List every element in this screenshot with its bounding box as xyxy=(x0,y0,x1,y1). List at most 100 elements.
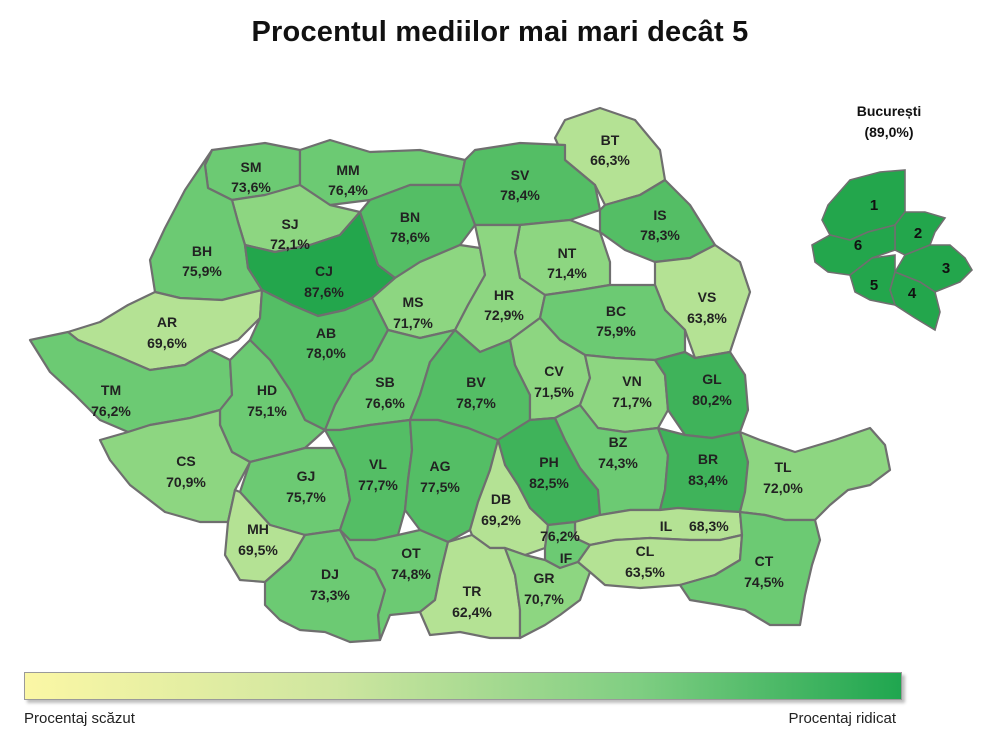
county-label: VN xyxy=(622,373,641,389)
sector-5[interactable] xyxy=(849,254,897,307)
county-label: GL xyxy=(702,371,722,387)
county-label: HD xyxy=(257,382,277,398)
county-label: VS xyxy=(698,289,717,305)
county-label: CT xyxy=(755,553,774,569)
sector-label: 2 xyxy=(914,225,922,242)
county-label: SV xyxy=(511,167,530,183)
county-value: 71,7% xyxy=(612,394,652,410)
county-label: IS xyxy=(653,207,666,223)
county-label: HR xyxy=(494,287,514,303)
county-label: IF xyxy=(560,550,573,566)
legend-low-label: Procentaj scăzut xyxy=(24,710,135,727)
county-value: 78,6% xyxy=(390,229,430,245)
sector-label: 5 xyxy=(870,277,878,294)
county-value: 74,8% xyxy=(391,566,431,582)
county-value: 82,5% xyxy=(529,475,569,491)
county-value: 70,9% xyxy=(166,474,206,490)
sector-label: 3 xyxy=(942,260,950,277)
county-value: 72,9% xyxy=(484,307,524,323)
county-label: CL xyxy=(636,543,655,559)
map-title: Procentul mediilor mai mari decât 5 xyxy=(251,16,749,48)
county-value: 71,4% xyxy=(547,265,587,281)
county-value: 74,5% xyxy=(744,574,784,590)
county-value: 73,6% xyxy=(231,179,271,195)
legend-high-label: Procentaj ridicat xyxy=(788,710,896,727)
county-value: 77,5% xyxy=(420,479,460,495)
county-label: PH xyxy=(539,454,558,470)
county-value: 69,6% xyxy=(147,335,187,351)
county-label: BR xyxy=(698,451,718,467)
county-label: SM xyxy=(241,159,262,175)
county-value: 63,8% xyxy=(687,310,727,326)
county-label: AB xyxy=(316,325,336,341)
county-label: AG xyxy=(430,458,451,474)
county-label: MS xyxy=(403,294,424,310)
county-CT[interactable] xyxy=(678,510,822,627)
bucuresti-value: (89,0%) xyxy=(864,124,913,140)
county-value: 63,5% xyxy=(625,564,665,580)
sector-6[interactable] xyxy=(811,223,896,276)
county-BR[interactable] xyxy=(656,426,750,514)
county-label: MM xyxy=(336,162,359,178)
county-value: 72,1% xyxy=(270,236,310,252)
county-value: 75,9% xyxy=(596,323,636,339)
county-label: TM xyxy=(101,382,121,398)
bucuresti-name: București xyxy=(857,103,922,119)
county-value: 83,4% xyxy=(688,472,728,488)
county-label: BZ xyxy=(609,434,628,450)
county-label: SJ xyxy=(281,216,298,232)
county-value: 68,3% xyxy=(689,518,729,534)
county-value: 78,0% xyxy=(306,345,346,361)
county-value: 73,3% xyxy=(310,587,350,603)
sector-label: 1 xyxy=(870,197,878,214)
county-label: CV xyxy=(544,363,564,379)
county-value: 69,2% xyxy=(481,512,521,528)
county-label: CJ xyxy=(315,263,333,279)
county-GR[interactable] xyxy=(503,546,592,640)
county-label: BC xyxy=(606,303,626,319)
county-label: AR xyxy=(157,314,177,330)
county-DJ[interactable] xyxy=(263,528,387,644)
county-value: 70,7% xyxy=(524,591,564,607)
county-value: 62,4% xyxy=(452,604,492,620)
county-value: 71,5% xyxy=(534,384,574,400)
county-value: 76,6% xyxy=(365,395,405,411)
county-label: DB xyxy=(491,491,511,507)
county-label: GR xyxy=(534,570,555,586)
county-label: BT xyxy=(601,132,620,148)
sector-label: 6 xyxy=(854,237,862,254)
county-label: DJ xyxy=(321,566,339,582)
legend-gradient-bar xyxy=(24,672,902,700)
county-label: BV xyxy=(466,374,486,390)
county-value: 74,3% xyxy=(598,455,638,471)
county-label: VL xyxy=(369,456,387,472)
county-TL[interactable] xyxy=(738,426,892,522)
county-label: GJ xyxy=(297,468,316,484)
county-label: SB xyxy=(375,374,394,390)
county-value: 76,4% xyxy=(328,182,368,198)
county-labels: SM 73,6% MM 76,4% BT 66,3% SV 78,4% SJ 7… xyxy=(91,132,803,620)
county-GL[interactable] xyxy=(653,350,750,440)
sector-label: 4 xyxy=(908,285,917,302)
county-label: BH xyxy=(192,243,212,259)
county-label: NT xyxy=(558,245,577,261)
county-value: 75,9% xyxy=(182,263,222,279)
county-value: 78,3% xyxy=(640,227,680,243)
county-value: 77,7% xyxy=(358,477,398,493)
county-label: BN xyxy=(400,209,420,225)
county-value: 76,2% xyxy=(540,528,580,544)
county-value: 71,7% xyxy=(393,315,433,331)
county-value: 78,4% xyxy=(500,187,540,203)
county-value: 76,2% xyxy=(91,403,131,419)
county-value: 75,7% xyxy=(286,489,326,505)
county-label: CS xyxy=(176,453,195,469)
bucuresti-inset: București (89,0%) 1 2 3 4 5 6 xyxy=(811,103,974,332)
county-label: TL xyxy=(774,459,792,475)
county-value: 80,2% xyxy=(692,392,732,408)
county-value: 78,7% xyxy=(456,395,496,411)
county-value: 69,5% xyxy=(238,542,278,558)
county-value: 66,3% xyxy=(590,152,630,168)
county-label: TR xyxy=(463,583,482,599)
county-label: OT xyxy=(401,545,421,561)
